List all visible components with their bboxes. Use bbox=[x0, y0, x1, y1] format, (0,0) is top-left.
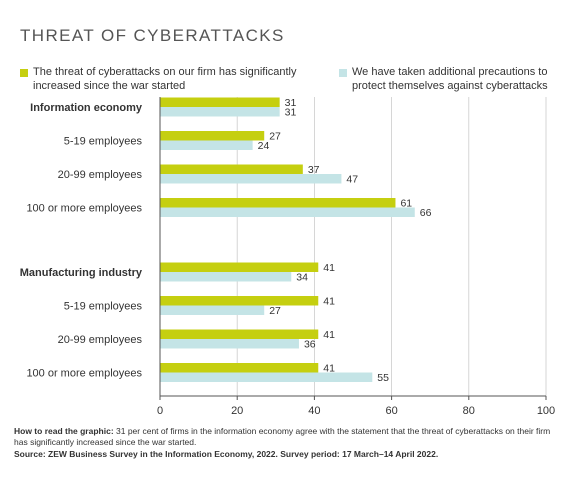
category-label-g1-manufacturing-industry: Manufacturing industry bbox=[20, 267, 143, 279]
value-label-g1-r3-s0: 41 bbox=[323, 363, 335, 375]
bar-g1-r3-s0 bbox=[160, 363, 319, 373]
legend-label-precautions-line2: protect themselves against cyberattacks bbox=[352, 80, 548, 92]
value-label-g0-r0-s0: 31 bbox=[285, 97, 297, 109]
bar-g1-r0-s0 bbox=[160, 262, 319, 272]
legend-label-threat-line2: increased since the war started bbox=[33, 80, 186, 92]
reading-note-text: 31 per cent of firms in the information … bbox=[14, 426, 551, 447]
bar-g1-r0-s1 bbox=[160, 272, 292, 282]
bar-g1-r3-s1 bbox=[160, 372, 373, 382]
value-label-g1-r1-s0: 41 bbox=[323, 296, 335, 308]
category-label-g1-20-99-employees: 20-99 employees bbox=[58, 334, 143, 346]
x-tick-label-100: 100 bbox=[537, 405, 555, 417]
legend-label-threat-line1: The threat of cyberattacks on our firm h… bbox=[33, 66, 297, 78]
bar-g0-r2-s0 bbox=[160, 164, 303, 174]
value-label-g0-r0-s1: 31 bbox=[285, 107, 297, 119]
bar-g1-r2-s0 bbox=[160, 329, 319, 339]
source-note: Source: ZEW Business Survey in the Infor… bbox=[14, 449, 559, 460]
category-label-g0-5-19-employees: 5-19 employees bbox=[64, 136, 143, 148]
reading-note: How to read the graphic: 31 per cent of … bbox=[14, 426, 559, 448]
category-label-g1-5-19-employees: 5-19 employees bbox=[64, 301, 143, 313]
bar-g0-r1-s1 bbox=[160, 140, 253, 150]
value-label-g1-r0-s0: 41 bbox=[323, 262, 335, 274]
reading-note-label: How to read the graphic: bbox=[14, 426, 114, 436]
bar-g0-r2-s1 bbox=[160, 174, 342, 184]
legend-item-threat: The threat of cyberattacks on our firm h… bbox=[20, 65, 297, 93]
category-label-g0-information-economy: Information economy bbox=[30, 102, 143, 114]
value-label-g0-r2-s0: 37 bbox=[308, 164, 320, 176]
value-label-g1-r2-s1: 36 bbox=[304, 339, 316, 351]
bar-g0-r3-s0 bbox=[160, 198, 396, 208]
x-tick-label-80: 80 bbox=[463, 405, 475, 417]
source-text: Source: ZEW Business Survey in the Infor… bbox=[14, 449, 439, 459]
legend-swatch-precautions bbox=[339, 69, 347, 77]
legend-item-precautions: We have taken additional precautions to … bbox=[339, 65, 548, 93]
x-tick-label-20: 20 bbox=[231, 405, 243, 417]
legend-label-precautions-line1: We have taken additional precautions to bbox=[352, 66, 548, 78]
value-label-g0-r2-s1: 47 bbox=[346, 174, 358, 186]
category-label-g0-100-or-more-employees: 100 or more employees bbox=[26, 203, 142, 215]
value-label-g1-r0-s1: 34 bbox=[296, 272, 308, 284]
bar-g1-r1-s1 bbox=[160, 305, 265, 315]
value-label-g0-r3-s1: 66 bbox=[420, 207, 432, 219]
x-tick-label-0: 0 bbox=[157, 405, 163, 417]
value-label-g1-r1-s1: 27 bbox=[269, 305, 281, 317]
value-label-g1-r2-s0: 41 bbox=[323, 329, 335, 341]
value-label-g0-r1-s0: 27 bbox=[269, 131, 281, 143]
bar-g1-r2-s1 bbox=[160, 339, 299, 349]
bar-g0-r1-s0 bbox=[160, 131, 265, 141]
bar-g0-r0-s0 bbox=[160, 97, 280, 107]
chart-title: THREAT OF CYBERATTACKS bbox=[20, 26, 285, 45]
value-label-g1-r3-s1: 55 bbox=[377, 372, 389, 384]
category-label-g0-20-99-employees: 20-99 employees bbox=[58, 169, 143, 181]
x-tick-label-60: 60 bbox=[385, 405, 397, 417]
x-tick-label-40: 40 bbox=[308, 405, 320, 417]
category-label-g1-100-or-more-employees: 100 or more employees bbox=[26, 368, 142, 380]
legend-swatch-threat bbox=[20, 69, 28, 77]
bar-g0-r3-s1 bbox=[160, 207, 415, 217]
value-label-g0-r1-s1: 24 bbox=[258, 140, 270, 152]
value-label-g0-r3-s0: 61 bbox=[400, 198, 412, 210]
bar-g1-r1-s0 bbox=[160, 296, 319, 306]
bar-g0-r0-s1 bbox=[160, 107, 280, 117]
